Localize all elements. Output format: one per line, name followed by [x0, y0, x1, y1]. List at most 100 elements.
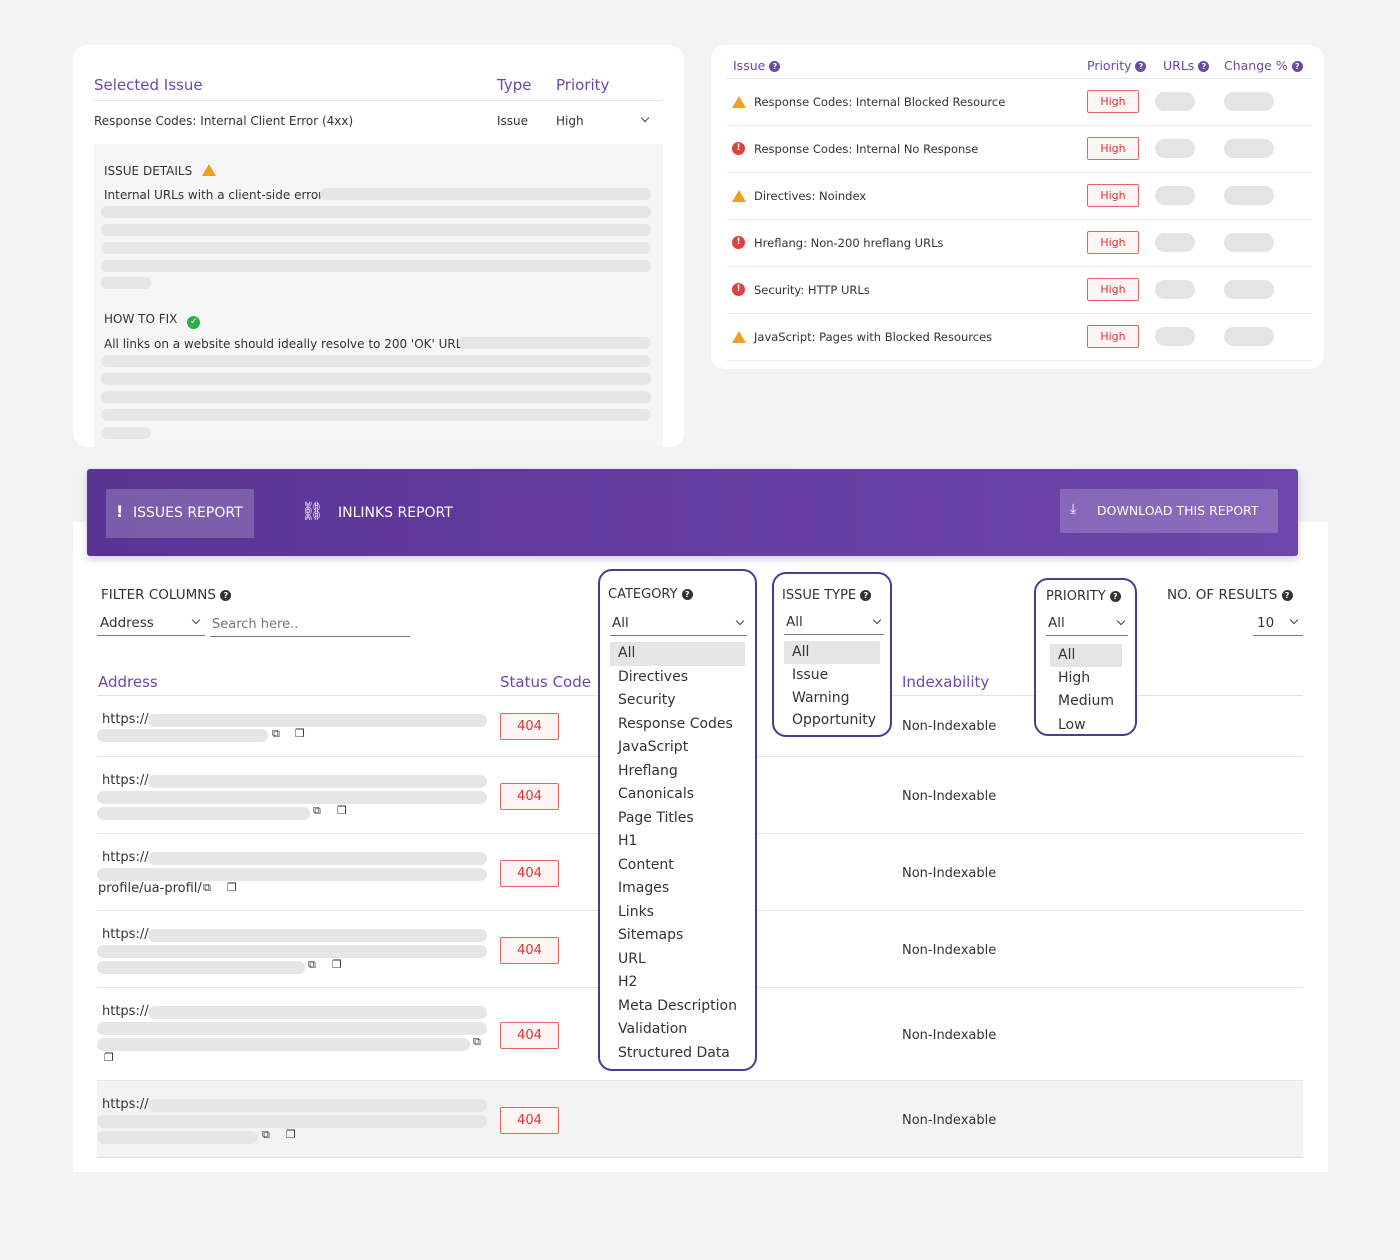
issue-row[interactable]: ! Security: HTTP URLs High	[727, 267, 1312, 314]
help-icon[interactable]: ?	[860, 590, 872, 601]
external-link-icon[interactable]: ⧉	[272, 727, 280, 740]
chevron-down-icon	[735, 616, 745, 626]
dropdown-option[interactable]: Links	[618, 903, 654, 920]
dropdown-option[interactable]: URL	[618, 950, 646, 967]
url-prefix[interactable]: https://	[102, 850, 149, 865]
indexability-column-header[interactable]: Indexability	[902, 673, 990, 691]
dropdown-option[interactable]: High	[1058, 670, 1091, 687]
dropdown-option[interactable]: Validation	[618, 1021, 688, 1037]
inlinks-report-tab[interactable]: ⛓ INLINKS REPORT	[301, 501, 453, 522]
download-report-button[interactable]: ⤓ DOWNLOAD THIS REPORT	[1060, 489, 1278, 533]
issue-row[interactable]: ! Response Codes: Internal No Response Hig…	[727, 126, 1312, 173]
column-select[interactable]: Address	[97, 612, 205, 636]
copy-icon[interactable]: ❐	[286, 1128, 296, 1141]
status-code-badge: 404	[500, 783, 559, 810]
dropdown-option[interactable]: Structured Data	[618, 1044, 730, 1061]
address-column-header[interactable]: Address	[98, 673, 158, 691]
results-count-select[interactable]: 10	[1253, 612, 1303, 636]
url-prefix[interactable]: https://	[102, 927, 149, 942]
external-link-icon[interactable]: ⧉	[308, 958, 316, 971]
dropdown-option[interactable]: H2	[618, 974, 638, 990]
priority-select[interactable]: High	[556, 111, 656, 133]
dropdown-option[interactable]: Low	[1058, 716, 1086, 733]
help-icon[interactable]: ?	[1109, 591, 1121, 602]
issue-row[interactable]: Response Codes: Internal Blocked Resourc…	[727, 79, 1312, 126]
dropdown-option[interactable]: Canonicals	[618, 786, 695, 802]
help-icon[interactable]: ?	[681, 589, 693, 600]
external-link-icon[interactable]: ⧉	[473, 1035, 481, 1048]
redacted-url-bar	[97, 1115, 487, 1128]
check-circle-icon: ✓	[187, 316, 201, 329]
help-icon[interactable]: ?	[769, 61, 781, 72]
redacted-url-bar	[97, 1038, 470, 1051]
category-label: CATEGORY ?	[608, 587, 693, 602]
redacted-bar	[320, 188, 651, 200]
issue-details-heading: ISSUE DETAILS	[104, 164, 217, 178]
selected-issue-name: Response Codes: Internal Client Error (4…	[94, 114, 354, 128]
url-tail[interactable]: profile/ua-profil/	[98, 881, 202, 896]
copy-icon[interactable]: ❐	[295, 727, 305, 740]
priority-badge: High	[1087, 278, 1139, 301]
dropdown-option[interactable]: Warning	[792, 689, 850, 706]
dropdown-option[interactable]: H1	[618, 833, 638, 849]
dropdown-option[interactable]: Issue	[792, 666, 829, 683]
dropdown-option[interactable]: Content	[618, 856, 674, 873]
external-link-icon[interactable]: ⧉	[203, 881, 211, 894]
copy-icon[interactable]: ❐	[332, 958, 342, 971]
dropdown-option[interactable]: Medium	[1058, 693, 1114, 710]
url-prefix[interactable]: https://	[102, 773, 149, 788]
copy-icon[interactable]: ❐	[337, 804, 347, 817]
chevron-down-icon	[640, 113, 650, 123]
search-input[interactable]	[210, 612, 410, 637]
dropdown-option[interactable]: Images	[618, 880, 670, 896]
download-icon: ⤓	[1070, 501, 1077, 517]
dropdown-option[interactable]: Page Titles	[618, 809, 694, 826]
dropdown-option[interactable]: Response Codes	[618, 715, 733, 732]
issue-row[interactable]: JavaScript: Pages with Blocked Resources…	[727, 314, 1312, 361]
redacted-url-bar	[97, 945, 487, 958]
redacted-url-bar	[97, 868, 487, 881]
redacted-bar	[101, 206, 651, 218]
url-prefix[interactable]: https://	[102, 1004, 149, 1019]
external-link-icon[interactable]: ⧉	[262, 1128, 270, 1141]
category-select[interactable]: All	[610, 613, 747, 636]
issues-report-tab[interactable]: ! ISSUES REPORT	[106, 489, 254, 538]
issue-type-select[interactable]: All	[784, 612, 884, 635]
url-prefix[interactable]: https://	[102, 1097, 149, 1112]
issue-details-panel: ISSUE DETAILS Internal URLs with a clien…	[94, 144, 663, 447]
dropdown-option[interactable]: All	[1050, 644, 1122, 668]
issue-details-text: Internal URLs with a client-side error.	[104, 188, 326, 202]
help-icon[interactable]: ?	[220, 589, 232, 601]
redacted-url-bar	[97, 961, 305, 974]
dropdown-option[interactable]: Opportunity	[792, 712, 877, 729]
dropdown-option[interactable]: Sitemaps	[618, 927, 684, 943]
dropdown-option[interactable]: Directives	[618, 668, 688, 685]
status-code-badge: 404	[500, 713, 559, 740]
help-icon[interactable]: ?	[1291, 61, 1303, 72]
priority-filter-select[interactable]: All	[1046, 613, 1128, 636]
redacted-url-bar	[148, 929, 487, 942]
copy-icon[interactable]: ❐	[227, 881, 237, 894]
change-placeholder	[1224, 233, 1274, 252]
help-icon[interactable]: ?	[1198, 61, 1210, 72]
url-prefix[interactable]: https://	[102, 712, 149, 727]
redacted-bar	[101, 355, 651, 367]
issue-type-dropdown[interactable]: ISSUE TYPE ? All All Issue Warning Opportun…	[772, 572, 892, 737]
issue-row[interactable]: Directives: Noindex High	[727, 173, 1312, 220]
help-icon[interactable]: ?	[1135, 61, 1147, 72]
priority-dropdown[interactable]: PRIORITY ? All All High Medium Low	[1034, 578, 1137, 736]
help-icon[interactable]: ?	[1281, 589, 1293, 601]
issue-row[interactable]: ! Hreflang: Non-200 hreflang URLs High	[727, 220, 1312, 267]
issues-list-card: Issue ? Priority ? URLs ? Change % ? Res…	[711, 45, 1324, 369]
category-dropdown[interactable]: CATEGORY ? All All Directives Security Resp…	[598, 569, 757, 1071]
external-link-icon[interactable]: ⧉	[313, 804, 321, 817]
dropdown-option[interactable]: All	[784, 641, 880, 664]
dropdown-option[interactable]: JavaScript	[618, 739, 689, 755]
copy-icon[interactable]: ❐	[104, 1051, 114, 1064]
table-row[interactable]	[97, 988, 1303, 1081]
dropdown-option[interactable]: Meta Description	[618, 997, 737, 1014]
dropdown-option[interactable]: Hreflang	[618, 762, 678, 779]
dropdown-option[interactable]: Security	[618, 692, 676, 708]
status-code-column-header[interactable]: Status Code	[500, 673, 591, 691]
dropdown-option[interactable]: All	[610, 642, 745, 666]
